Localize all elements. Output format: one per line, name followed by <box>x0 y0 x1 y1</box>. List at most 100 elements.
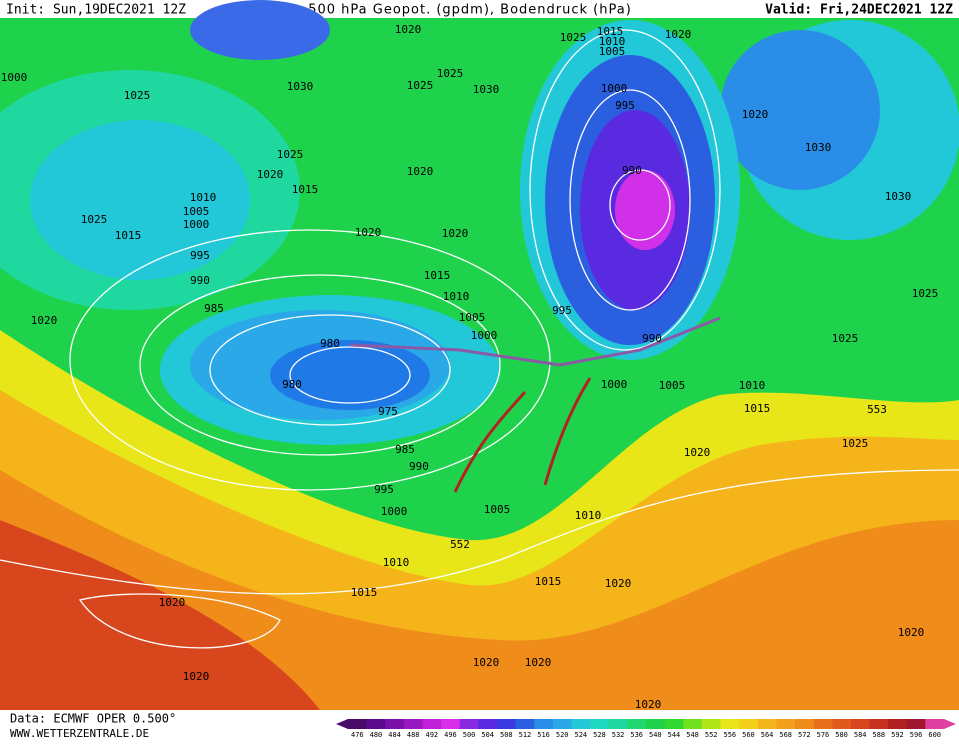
legend-swatch <box>515 719 535 729</box>
isobar-label: 1005 <box>484 503 511 516</box>
isobar-label: 1000 <box>381 505 408 518</box>
isobar-label: 1005 <box>599 45 626 58</box>
isobar-label: 1010 <box>383 556 410 569</box>
isobar-label: 1005 <box>659 379 686 392</box>
legend-swatch <box>664 719 684 729</box>
isobar-label: 1030 <box>805 141 832 154</box>
legend-tick: 528 <box>593 731 606 739</box>
isobar-label: 1010 <box>739 379 766 392</box>
legend-arrow-right <box>944 719 956 729</box>
legend-tick: 560 <box>742 731 755 739</box>
legend-swatch <box>850 719 870 729</box>
isobar-label: 1025 <box>560 31 587 44</box>
legend-swatch <box>403 719 423 729</box>
isobar-label: 980 <box>320 337 340 350</box>
isobar-label: 1025 <box>912 287 939 300</box>
legend-swatch <box>441 719 461 729</box>
isobar-label: 1020 <box>31 314 58 327</box>
legend-swatch <box>497 719 517 729</box>
isobar-label: 1015 <box>115 229 142 242</box>
legend-swatch <box>739 719 759 729</box>
legend-swatch <box>627 719 647 729</box>
legend-swatch <box>776 719 796 729</box>
legend-swatch <box>869 719 889 729</box>
isobar-label: 990 <box>622 164 642 177</box>
legend-swatch <box>701 719 721 729</box>
legend-tick: 480 <box>370 731 383 739</box>
isobar-label: 995 <box>374 483 394 496</box>
isobar-label: 1015 <box>535 575 562 588</box>
isobar-label: 1020 <box>665 28 692 41</box>
isobar-label: 1020 <box>159 596 186 609</box>
legend-tick: 588 <box>872 731 885 739</box>
color-legend: 476 480 484 488 492 496 500 504 508 512 516 520 524 5… <box>336 719 956 739</box>
isobar-label: 1005 <box>459 311 486 324</box>
legend-tick: 492 <box>425 731 438 739</box>
data-source: Data: ECMWF OPER 0.500° <box>10 712 176 726</box>
legend-tick: 508 <box>500 731 513 739</box>
legend-tick: 568 <box>779 731 792 739</box>
isobar-label: 985 <box>204 302 224 315</box>
legend-tick: 520 <box>556 731 569 739</box>
legend-swatch <box>646 719 666 729</box>
legend-arrow-left <box>336 719 348 729</box>
isobar-label: 1000 <box>471 329 498 342</box>
legend-swatch <box>422 719 442 729</box>
legend-swatch <box>608 719 628 729</box>
legend-tick: 500 <box>463 731 476 739</box>
isobar-label: 990 <box>642 332 662 345</box>
isobar-label: 1025 <box>277 148 304 161</box>
isobar-label: 1020 <box>257 168 284 181</box>
legend-tick: 584 <box>854 731 867 739</box>
isobar-label: 1020 <box>525 656 552 669</box>
isobar-label: 1010 <box>575 509 602 522</box>
legend-tick: 548 <box>686 731 699 739</box>
legend-swatch <box>832 719 852 729</box>
isobar-label: 1025 <box>407 79 434 92</box>
legend-swatch <box>385 719 405 729</box>
legend-tick: 512 <box>519 731 532 739</box>
isobar-label: 1015 <box>292 183 319 196</box>
isobar-label: 1020 <box>898 626 925 639</box>
legend-tick: 496 <box>444 731 457 739</box>
isobar-label: 1025 <box>842 437 869 450</box>
legend-swatch <box>683 719 703 729</box>
legend-tick: 564 <box>761 731 774 739</box>
legend-swatch <box>925 719 945 729</box>
legend-swatch <box>366 719 386 729</box>
legend-tick: 540 <box>649 731 662 739</box>
legend-tick: 488 <box>407 731 420 739</box>
isobar-label: 1020 <box>395 23 422 36</box>
isobar-label: 1000 <box>183 218 210 231</box>
legend-swatch <box>720 719 740 729</box>
isobar-label: 1020 <box>442 227 469 240</box>
isobar-label: 1020 <box>605 577 632 590</box>
isobar-label: 1025 <box>437 67 464 80</box>
legend-tick: 572 <box>798 731 811 739</box>
isobar-label: 990 <box>409 460 429 473</box>
isobar-label: 990 <box>190 274 210 287</box>
legend-tick: 516 <box>537 731 550 739</box>
legend-swatch <box>795 719 815 729</box>
isobar-label: 1000 <box>1 71 28 84</box>
legend-tick: 592 <box>891 731 904 739</box>
isobar-label: 1025 <box>124 89 151 102</box>
isobar-label: 1010 <box>599 35 626 48</box>
isobar-label: 995 <box>615 99 635 112</box>
isobar-label: 1020 <box>355 226 382 239</box>
isobar-label: 1030 <box>885 190 912 203</box>
isobar-label: 1020 <box>635 698 662 711</box>
isobar-label: 1010 <box>190 191 217 204</box>
legend-swatch <box>478 719 498 729</box>
legend-tick: 536 <box>630 731 643 739</box>
legend-swatch <box>348 719 368 729</box>
legend-swatch <box>459 719 479 729</box>
legend-swatch <box>590 719 610 729</box>
isobar-label: 1005 <box>183 205 210 218</box>
legend-tick: 484 <box>388 731 401 739</box>
isobar-label: 1030 <box>287 80 314 93</box>
isobar-label: 1000 <box>601 82 628 95</box>
legend-tick: 524 <box>574 731 587 739</box>
